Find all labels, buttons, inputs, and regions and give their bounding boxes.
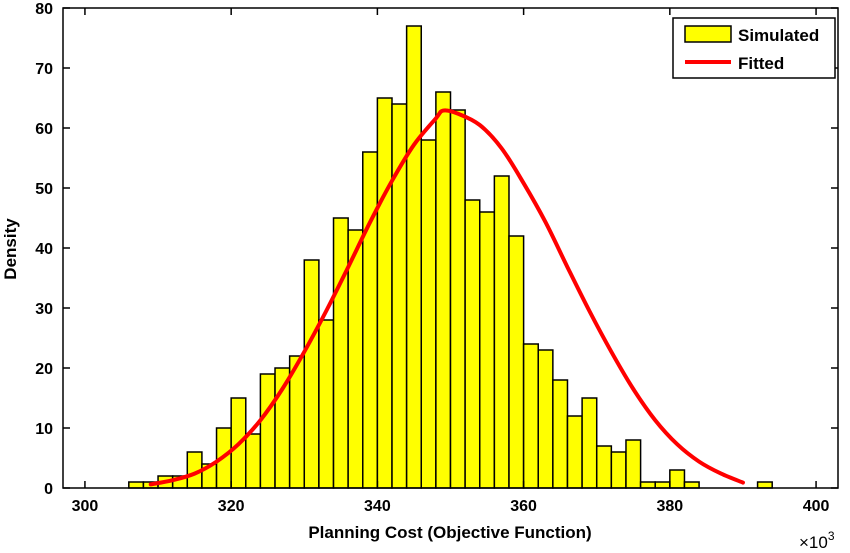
y-tick-label: 50 — [35, 181, 53, 198]
y-tick-label: 70 — [35, 61, 53, 78]
histogram-bar — [595, 445, 613, 489]
x-axis-multiplier-exponent: 3 — [828, 529, 835, 543]
y-tick-label: 20 — [35, 361, 53, 378]
histogram-bar — [405, 25, 423, 489]
histogram-bar — [435, 91, 452, 489]
histogram-bar — [669, 469, 686, 489]
histogram-bar — [478, 211, 496, 489]
histogram-bar — [493, 175, 510, 489]
x-tick-label: 340 — [364, 498, 391, 515]
x-axis-multiplier: ×103 — [799, 529, 835, 552]
x-tick-label: 380 — [656, 498, 683, 515]
histogram-bar — [683, 481, 700, 489]
histogram-bar — [464, 199, 481, 489]
y-tick-label: 0 — [44, 481, 53, 498]
y-tick-label: 10 — [35, 421, 53, 438]
y-tick-label: 80 — [35, 1, 53, 18]
histogram-bar — [420, 139, 437, 489]
legend-label-fitted: Fitted — [738, 54, 784, 73]
histogram-bar — [522, 343, 539, 489]
x-axis-label: Planning Cost (Objective Function) — [308, 523, 591, 542]
y-tick-label: 40 — [35, 241, 53, 258]
histogram-bar — [581, 397, 598, 489]
x-axis-multiplier-base: ×10 — [799, 533, 828, 552]
x-tick-label: 320 — [218, 498, 245, 515]
fitted-curve-group — [148, 108, 745, 487]
tick-labels: 300 320 340 360 380 400 0 10 20 30 40 50 60 70 80 — [35, 1, 829, 515]
histogram-bar — [756, 481, 773, 489]
histogram-bar — [347, 229, 364, 489]
histogram-bar — [654, 481, 671, 489]
y-axis-label: Density — [1, 218, 20, 280]
histogram-bar — [566, 415, 583, 489]
legend-swatch-simulated — [684, 25, 732, 43]
histogram-bar — [376, 97, 393, 489]
histogram-bar — [537, 349, 554, 489]
axes — [62, 7, 839, 489]
histogram-bar — [245, 433, 262, 489]
histogram-bar — [303, 259, 320, 489]
histogram-bar — [552, 379, 569, 489]
fitted-curve — [148, 108, 745, 487]
histogram-bar — [610, 451, 627, 489]
histogram-bar — [449, 109, 466, 489]
histogram-bar — [362, 151, 379, 489]
x-tick-label: 300 — [72, 498, 99, 515]
histogram-bar — [318, 319, 335, 489]
histogram-bar — [128, 481, 145, 489]
histogram-bar — [259, 373, 276, 489]
histogram-bar — [508, 235, 525, 489]
x-tick-label: 400 — [803, 498, 830, 515]
y-tick-label: 30 — [35, 301, 53, 318]
histogram-bar — [625, 439, 642, 489]
legend-label-simulated: Simulated — [738, 26, 819, 45]
histogram-bar — [332, 217, 349, 489]
legend: Simulated Fitted — [672, 17, 836, 79]
x-tick-label: 360 — [510, 498, 537, 515]
histogram-bar — [639, 481, 656, 489]
y-tick-label: 60 — [35, 121, 53, 138]
